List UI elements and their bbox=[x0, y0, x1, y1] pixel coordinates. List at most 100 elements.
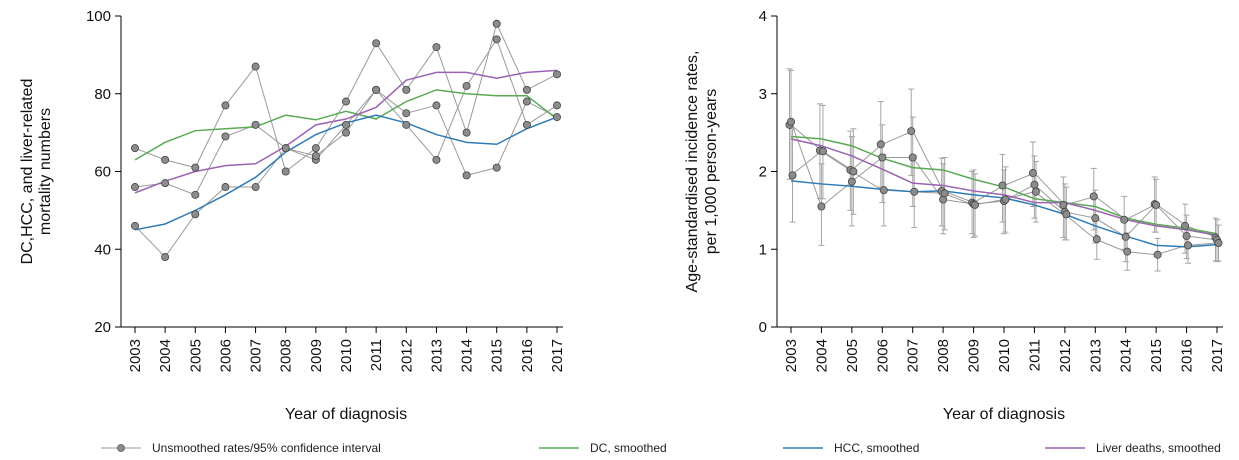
unsmoothed-point bbox=[1059, 200, 1068, 209]
x-tick-label: 2017 bbox=[1209, 339, 1226, 372]
y-tick-label: 100 bbox=[86, 8, 111, 25]
liver-smoothed-line bbox=[134, 69, 558, 194]
legend-swatch-unsmoothed bbox=[101, 444, 141, 452]
unsmoothed-point bbox=[191, 163, 200, 172]
unsmoothed-point bbox=[971, 200, 980, 209]
unsmoothed-point bbox=[522, 85, 531, 94]
unsmoothed-point bbox=[191, 210, 200, 219]
x-tick-label: 2004 bbox=[157, 339, 174, 372]
unsmoothed-point bbox=[553, 101, 562, 110]
x-tick-label: 2007 bbox=[248, 339, 265, 372]
x-tick-label: 2010 bbox=[996, 339, 1013, 372]
unsmoothed-point bbox=[876, 140, 885, 149]
unsmoothed-point bbox=[910, 187, 919, 196]
unsmoothed-point bbox=[1001, 195, 1010, 204]
unsmoothed-point bbox=[492, 35, 501, 44]
legend-label-liver: Liver deaths, smoothed bbox=[1096, 441, 1221, 455]
x-axis-title: Year of diagnosis bbox=[285, 406, 407, 423]
unsmoothed-point bbox=[940, 189, 949, 198]
unsmoothed-point bbox=[251, 183, 260, 192]
x-tick-label: 2009 bbox=[308, 339, 325, 372]
unsmoothed-point bbox=[787, 117, 796, 126]
unsmoothed-point bbox=[161, 253, 170, 262]
unsmoothed-point bbox=[462, 81, 471, 90]
legend-label-hcc: HCC, smoothed bbox=[834, 441, 920, 455]
y-tick-label: 1 bbox=[759, 241, 767, 258]
unsmoothed-point bbox=[817, 202, 826, 211]
unsmoothed-point bbox=[402, 85, 411, 94]
unsmoothed-point bbox=[130, 183, 139, 192]
liver-smoothed-line bbox=[790, 138, 1218, 236]
x-tick-label: 2013 bbox=[428, 339, 445, 372]
y-tick-label: 0 bbox=[759, 319, 767, 336]
y-axis-title: DC,HCC, and liver-related bbox=[19, 79, 36, 265]
y-axis-title: mortality numbers bbox=[37, 108, 54, 235]
unsmoothed-point bbox=[878, 153, 887, 162]
unsmoothed-point bbox=[462, 128, 471, 137]
unsmoothed-point bbox=[462, 171, 471, 180]
unsmoothed-point bbox=[1089, 192, 1098, 201]
unsmoothed-point bbox=[522, 120, 531, 129]
unsmoothed-point bbox=[1123, 247, 1132, 256]
unsmoothed-point bbox=[1181, 221, 1190, 230]
unsmoothed-point bbox=[1031, 187, 1040, 196]
unsmoothed-point bbox=[1062, 210, 1071, 219]
x-tick-label: 2017 bbox=[549, 339, 566, 372]
x-tick-label: 2007 bbox=[905, 339, 922, 372]
unsmoothed-point bbox=[402, 109, 411, 118]
unsmoothed-point bbox=[1214, 239, 1223, 248]
x-tick-label: 2015 bbox=[489, 339, 506, 372]
unsmoothed-point bbox=[522, 97, 531, 106]
unsmoothed-point bbox=[221, 101, 230, 110]
unsmoothed-point bbox=[788, 171, 797, 180]
legend-item-hcc: HCC, smoothed bbox=[782, 438, 919, 458]
y-tick-label: 4 bbox=[759, 8, 767, 25]
unsmoothed-point bbox=[191, 190, 200, 199]
unsmoothed-point bbox=[907, 127, 916, 136]
x-tick-label: 2006 bbox=[874, 339, 891, 372]
unsmoothed-point bbox=[130, 144, 139, 153]
legend-label-dc: DC, smoothed bbox=[590, 441, 667, 455]
unsmoothed-point bbox=[998, 181, 1007, 190]
unsmoothed-point bbox=[341, 128, 350, 137]
legend-item-unsmoothed: Unsmoothed rates/95% confidence interval bbox=[100, 438, 381, 458]
x-tick-label: 2006 bbox=[217, 339, 234, 372]
unsmoothed-point bbox=[879, 186, 888, 195]
unsmoothed-point bbox=[161, 155, 170, 164]
x-tick-label: 2009 bbox=[966, 339, 983, 372]
x-tick-label: 2004 bbox=[813, 339, 830, 372]
x-tick-label: 2011 bbox=[1026, 339, 1043, 371]
x-tick-label: 2014 bbox=[459, 339, 476, 372]
x-tick-label: 2013 bbox=[1087, 339, 1104, 372]
legend-swatch-dc bbox=[539, 447, 579, 449]
dc-smoothed-line bbox=[134, 89, 558, 161]
unsmoothed-point bbox=[1121, 232, 1130, 241]
unsmoothed-point bbox=[1182, 232, 1191, 241]
x-tick-label: 2005 bbox=[187, 339, 204, 372]
x-tick-label: 2008 bbox=[278, 339, 295, 372]
unsmoothed-point bbox=[161, 179, 170, 188]
unsmoothed-series-line bbox=[134, 89, 558, 258]
chart-left-mortality-numbers: 20 40 60 80 100 2003 2004 2005 2006 2007 2008 2009 2… bbox=[19, 8, 566, 423]
x-tick-label: 2016 bbox=[519, 339, 536, 372]
unsmoothed-point bbox=[1092, 235, 1101, 244]
unsmoothed-point bbox=[849, 167, 858, 176]
unsmoothed-point bbox=[1153, 250, 1162, 259]
unsmoothed-point bbox=[130, 221, 139, 230]
unsmoothed-point bbox=[432, 101, 441, 110]
x-tick-label: 2015 bbox=[1148, 339, 1165, 372]
unsmoothed-point bbox=[372, 85, 381, 94]
unsmoothed-point bbox=[311, 151, 320, 160]
y-tick-label: 80 bbox=[94, 86, 111, 103]
y-tick-label: 20 bbox=[94, 319, 111, 336]
y-tick-label: 3 bbox=[759, 86, 767, 103]
unsmoothed-point bbox=[311, 144, 320, 153]
unsmoothed-point bbox=[251, 62, 260, 71]
x-tick-label: 2012 bbox=[398, 339, 415, 372]
chart-right-incidence-rates: 0 1 2 3 4 2003 2004 2005 2006 2007 2008 2009 2010 201… bbox=[684, 8, 1226, 423]
legend-swatch-liver bbox=[1045, 447, 1085, 449]
legend-swatch-hcc bbox=[783, 447, 823, 449]
unsmoothed-point bbox=[281, 144, 290, 153]
unsmoothed-point bbox=[281, 167, 290, 176]
